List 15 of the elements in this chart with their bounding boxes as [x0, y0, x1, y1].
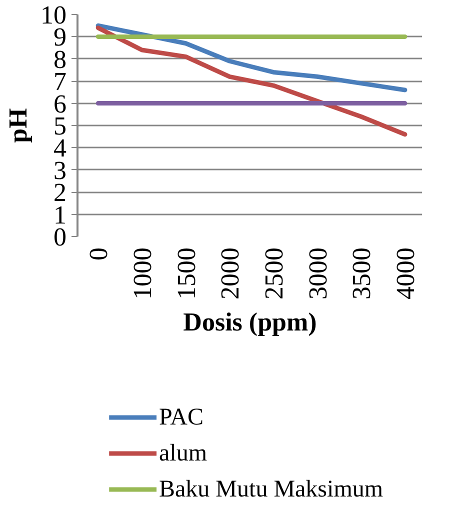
x-tick-label: 1500: [172, 248, 201, 300]
legend-label: Baku Mutu Maksimum: [159, 476, 384, 502]
x-axis-title: Dosis (ppm): [183, 308, 317, 336]
x-tick-label: 2000: [216, 248, 245, 300]
x-tick-label: 0: [84, 248, 114, 260]
x-tick-label: 3000: [303, 248, 332, 300]
y-axis-title: pH: [4, 108, 32, 143]
line-series: [96, 26, 408, 137]
x-tick-label: 2500: [259, 248, 288, 300]
x-tick-label: 3500: [347, 248, 376, 300]
legend-label: alum: [159, 440, 208, 466]
line-series: [96, 23, 408, 92]
x-tick-label: 1000: [128, 248, 157, 300]
legend-label: PAC: [159, 404, 204, 430]
x-tick-label: 4000: [390, 248, 420, 300]
